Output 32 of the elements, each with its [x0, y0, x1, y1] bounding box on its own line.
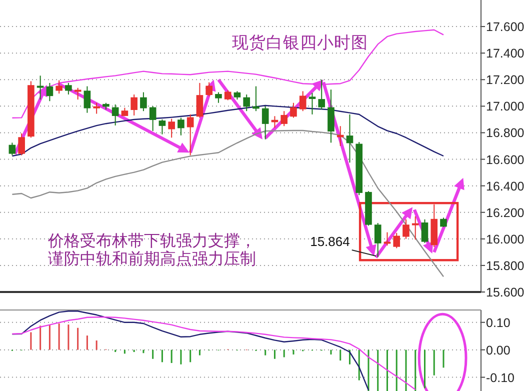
- y-tick-label: 16.000: [486, 232, 524, 246]
- line-series: [12, 130, 444, 278]
- y-tick-label: 17.400: [486, 46, 524, 61]
- line-series: [12, 316, 416, 390]
- candlestick: [112, 104, 119, 126]
- annotation: 谨防中轨和前期高点强力压制: [48, 250, 256, 268]
- y-tick-label: 0.10: [486, 316, 510, 330]
- y-tick-label: 17.600: [486, 20, 524, 34]
- annotation: 15.864: [310, 234, 350, 249]
- y-tick-label: 0.00: [486, 343, 510, 358]
- candlestick: [328, 89, 334, 144]
- candlestick: [262, 106, 269, 140]
- candlestick: [243, 94, 250, 112]
- candlestick: [130, 94, 138, 116]
- candlestick: [346, 114, 354, 164]
- y-tick-label: -0.10: [486, 370, 515, 385]
- candlestick: [149, 106, 156, 132]
- candlestick: [36, 75, 44, 100]
- line-series: [12, 310, 370, 391]
- y-tick-label: 15.600: [486, 286, 524, 300]
- y-tick-label: 16.200: [486, 206, 524, 220]
- candlestick: [412, 216, 419, 240]
- y-tick-label: 16.400: [486, 179, 524, 194]
- y-tick-label: 17.000: [486, 100, 524, 114]
- y-tick-label: 16.600: [486, 152, 524, 167]
- y-tick-label: 16.800: [486, 126, 524, 140]
- candlestick: [336, 126, 344, 146]
- annotation: 价格受布林带下轨强力支撑，: [47, 232, 256, 250]
- text: 现货白银四小时图: [232, 34, 368, 52]
- line-series: [12, 29, 444, 118]
- y-tick-label: 17.200: [486, 73, 524, 88]
- y-tick-label: 15.800: [486, 258, 524, 273]
